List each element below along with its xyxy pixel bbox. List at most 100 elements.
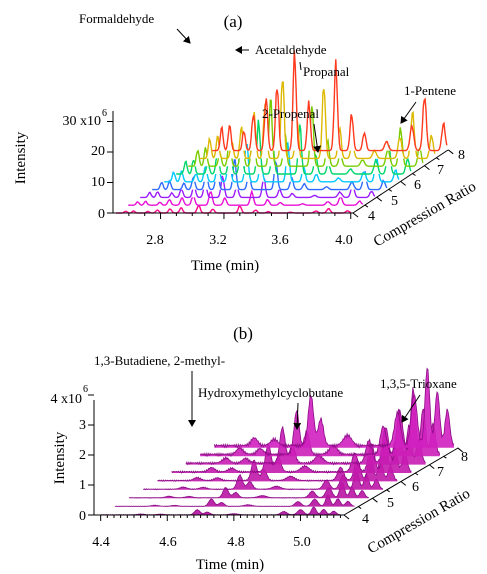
panel-a-y-ticks bbox=[107, 121, 113, 214]
panel-a-trace-fill bbox=[140, 176, 375, 198]
panel-b: (b) 4.4 4.6 4.8 5.0 0 1 2 3 4 x10 6 4 5 … bbox=[51, 324, 473, 573]
panel-a-ztick-label: 4 bbox=[368, 209, 375, 224]
panel-b-trace-4.5 bbox=[114, 494, 355, 508]
panel-b-z-ticks bbox=[343, 447, 463, 520]
panel-b-trace-fill bbox=[100, 507, 341, 515]
panel-b-trace-8 bbox=[213, 367, 455, 450]
panel-a-ytick-label: 30 x10 bbox=[63, 114, 102, 129]
panel-a-ytick-label: 20 bbox=[91, 144, 105, 159]
panel-a-trace-fill bbox=[200, 82, 435, 159]
arrow-1-pentene bbox=[400, 101, 417, 124]
panel-b-trace-7 bbox=[185, 408, 426, 466]
panel-a-z-axis bbox=[352, 149, 449, 214]
panel-b-y-axis-title: Intensity bbox=[52, 431, 68, 484]
annotation-hydroxymethylcyclobutane: Hydroxymethylcyclobutane bbox=[198, 385, 343, 400]
panel-a-trace-fill bbox=[164, 142, 399, 182]
annotation-propanal: Propanal bbox=[303, 64, 350, 79]
panel-a-z-tick bbox=[388, 188, 392, 192]
panel-a-traces bbox=[116, 50, 448, 214]
panel-a-trace-fill bbox=[212, 50, 447, 151]
panel-b-z-axis-title: Compression Ratio bbox=[365, 486, 473, 558]
panel-b-ztick-label: 8 bbox=[461, 450, 468, 465]
panel-b-z-tick bbox=[357, 506, 362, 510]
panel-a-ztick-label: 8 bbox=[458, 148, 465, 163]
panel-a-ztick-label: 6 bbox=[414, 178, 421, 193]
panel-a-xtick-label: 3.6 bbox=[271, 233, 289, 248]
panel-b-x-axis-title: Time (min) bbox=[196, 557, 264, 573]
panel-a-trace-fill bbox=[176, 119, 411, 174]
panel-b-ytick-label: 1 bbox=[79, 478, 86, 493]
panel-b-y-ticks bbox=[88, 394, 94, 516]
panel-a-z-axis-title: Compression Ratio bbox=[371, 179, 479, 251]
panel-b-ztick-label: 4 bbox=[362, 512, 369, 527]
panel-a-ytick-label: 10 bbox=[91, 175, 105, 190]
panel-b-xtick-label: 4.6 bbox=[159, 535, 177, 550]
panel-a-trace-5 bbox=[140, 175, 376, 199]
panel-b-ztick-label: 7 bbox=[437, 465, 444, 480]
panel-a-x-ticks bbox=[128, 213, 352, 219]
panel-a-z-tick bbox=[400, 181, 406, 186]
annotation-butadiene: 1,3-Butadiene, 2-methyl- bbox=[94, 353, 225, 368]
panel-a: (a) 2.8 3.2 3.6 4.0 0 10 20 30 x10 6 4 5… bbox=[13, 11, 479, 274]
panel-b-trace-fill bbox=[171, 429, 412, 473]
arrow-propanal bbox=[299, 61, 302, 71]
panel-b-ytick-label: 2 bbox=[79, 448, 86, 463]
panel-a-label: (a) bbox=[224, 12, 243, 31]
arrow-hydroxymethylcyclobutane bbox=[293, 402, 302, 430]
panel-b-z-tick bbox=[343, 514, 350, 520]
annotation-2-propenal: 2-Propenal bbox=[262, 106, 319, 121]
panel-b-trace-6.5 bbox=[171, 429, 412, 474]
panel-a-trace-4.5 bbox=[128, 188, 364, 206]
panel-b-ztick-label: 6 bbox=[412, 480, 419, 495]
panel-b-z-tick bbox=[428, 464, 435, 469]
panel-b-label: (b) bbox=[233, 324, 253, 343]
panel-a-trace-fill bbox=[116, 205, 351, 213]
arrow-2-propenal bbox=[313, 123, 322, 153]
panel-b-ytick-label: 4 x10 bbox=[51, 392, 83, 407]
panel-b-z-tick bbox=[443, 455, 447, 459]
arrow-trioxane bbox=[401, 394, 421, 423]
panel-a-ztick-label: 5 bbox=[391, 194, 398, 209]
panel-a-x-axis-title: Time (min) bbox=[191, 258, 259, 274]
panel-a-y-axis-title: Intensity bbox=[13, 131, 29, 184]
panel-b-xtick-label: 5.0 bbox=[293, 535, 311, 550]
panel-b-trace-fill bbox=[214, 368, 454, 448]
panel-a-z-tick bbox=[364, 204, 369, 208]
panel-b-ytick-label: 0 bbox=[79, 509, 86, 524]
panel-b-z-tick bbox=[457, 447, 463, 453]
panel-b-x-ticks bbox=[100, 515, 341, 521]
panel-a-z-ticks bbox=[352, 149, 454, 218]
panel-a-z-tick bbox=[376, 196, 383, 202]
panel-b-z-tick bbox=[372, 497, 378, 503]
panel-a-trace-fill bbox=[152, 159, 387, 190]
annotation-formaldehyde: Formaldehyde bbox=[79, 11, 154, 26]
panel-a-trace-fill bbox=[128, 191, 363, 206]
panel-b-trace-7.5 bbox=[200, 387, 441, 458]
panel-b-ytick-label: 3 bbox=[79, 418, 86, 433]
panel-a-trace-5.5 bbox=[152, 159, 388, 191]
panel-b-trace-fill bbox=[129, 482, 369, 499]
panel-a-trace-fill bbox=[188, 100, 423, 167]
panel-b-z-tick bbox=[400, 481, 407, 486]
panel-b-z-tick bbox=[414, 472, 419, 476]
panel-a-trace-7 bbox=[188, 99, 424, 167]
annotation-1-pentene: 1-Pentene bbox=[404, 83, 456, 98]
panel-a-z-tick bbox=[352, 212, 359, 218]
panel-a-xtick-label: 3.2 bbox=[209, 233, 227, 248]
panel-a-xtick-label: 2.8 bbox=[146, 233, 164, 248]
panel-b-ztick-label: 5 bbox=[387, 496, 394, 511]
annotation-trioxane: 1,3,5-Trioxane bbox=[380, 376, 457, 391]
panel-b-traces bbox=[100, 367, 455, 516]
panel-b-y-exponent: 6 bbox=[83, 384, 88, 395]
panel-b-xtick-label: 4.8 bbox=[227, 535, 245, 550]
panel-a-y-exponent: 6 bbox=[102, 108, 107, 119]
panel-a-z-tick bbox=[447, 149, 454, 155]
panel-a-ztick-label: 7 bbox=[437, 163, 444, 178]
panel-a-z-tick bbox=[424, 165, 430, 170]
panel-a-z-tick bbox=[436, 157, 440, 161]
arrow-formaldehyde bbox=[176, 28, 191, 44]
panel-a-z-tick bbox=[412, 173, 416, 176]
panel-a-ytick-label: 0 bbox=[98, 207, 105, 222]
panel-b-xtick-label: 4.4 bbox=[92, 535, 110, 550]
